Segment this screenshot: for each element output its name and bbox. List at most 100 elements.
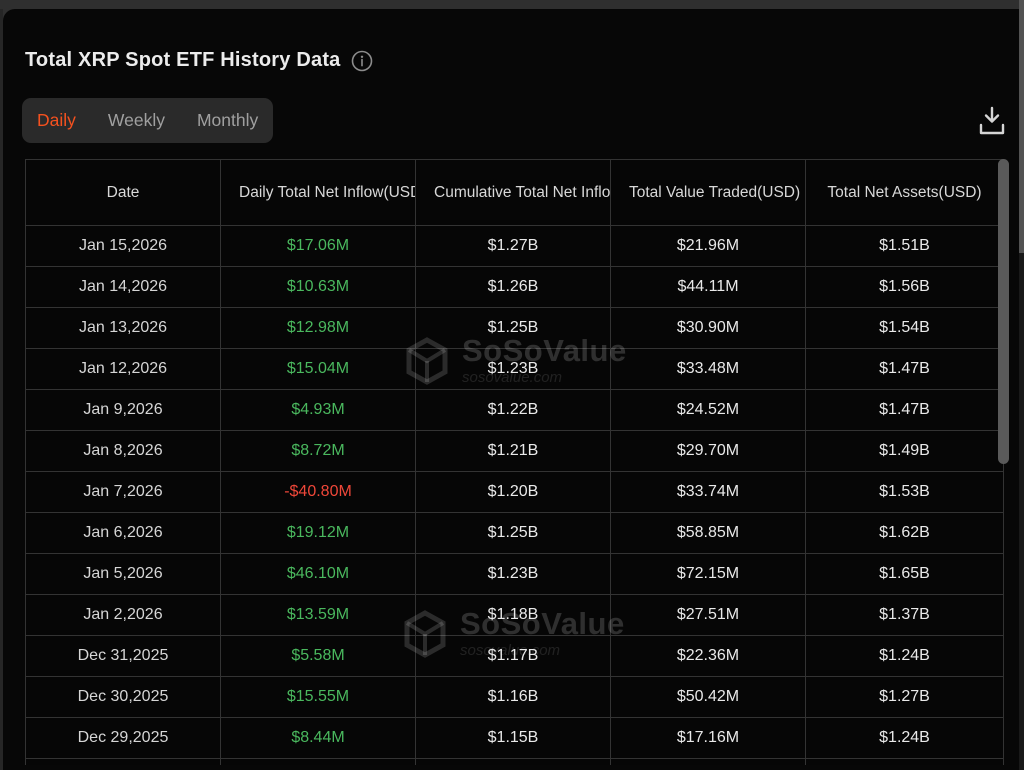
table-row: Jan 15,2026 $17.06M $1.27B $21.96M $1.51… — [25, 225, 1004, 267]
cell-value-traded: $44.11M — [610, 266, 806, 308]
table-row: Jan 2,2026 $13.59M $1.18B $27.51M $1.37B — [25, 594, 1004, 636]
cell-value-traded: $72.15M — [610, 553, 806, 595]
cell-date: Dec 31,2025 — [25, 635, 221, 677]
cell-daily-inflow: $5.58M — [220, 635, 416, 677]
column-header-net-assets: Total Net Assets(USD) — [805, 159, 1004, 226]
tab-weekly[interactable]: Weekly — [108, 98, 165, 143]
cell-date: Jan 6,2026 — [25, 512, 221, 554]
cell-daily-inflow: $46.10M — [220, 553, 416, 595]
tab-monthly[interactable]: Monthly — [197, 98, 258, 143]
cell-daily-inflow: $15.55M — [220, 676, 416, 718]
window-scrollbar-thumb[interactable] — [1019, 0, 1024, 253]
cell-value-traded: $58.85M — [610, 512, 806, 554]
cell-date: Dec 30,2025 — [25, 676, 221, 718]
cell-value-traded: $50.42M — [610, 676, 806, 718]
table-row: Jan 7,2026 -$40.80M $1.20B $33.74M $1.53… — [25, 471, 1004, 513]
table-row: Dec 31,2025 $5.58M $1.17B $22.36M $1.24B — [25, 635, 1004, 677]
column-header-daily-inflow: Daily Total Net Inflow(USD) — [220, 159, 416, 226]
cell-net-assets: $1.49B — [805, 430, 1004, 472]
cell-cumulative-inflow: $1.17B — [415, 635, 611, 677]
cell-net-assets: $1.54B — [805, 307, 1004, 349]
cell-daily-inflow: $12.98M — [220, 307, 416, 349]
table-row: Jan 13,2026 $12.98M $1.25B $30.90M $1.54… — [25, 307, 1004, 349]
cell-cumulative-inflow: $1.23B — [415, 553, 611, 595]
cell-value-traded: $21.96M — [610, 225, 806, 267]
cell-net-assets: $1.37B — [805, 594, 1004, 636]
table-row: Jan 14,2026 $10.63M $1.26B $44.11M $1.56… — [25, 266, 1004, 308]
table-row-partial — [25, 758, 1004, 765]
cell-date: Dec 29,2025 — [25, 717, 221, 759]
cell-net-assets: $1.47B — [805, 389, 1004, 431]
cell-daily-inflow: $19.12M — [220, 512, 416, 554]
table-header-row: Date Daily Total Net Inflow(USD) Cumulat… — [25, 159, 1004, 226]
cell-net-assets: $1.62B — [805, 512, 1004, 554]
interval-tab-group: Daily Weekly Monthly — [22, 98, 274, 143]
cell-value-traded: $24.52M — [610, 389, 806, 431]
cell-cumulative-inflow: $1.20B — [415, 471, 611, 513]
card-header: Total XRP Spot ETF History Data — [25, 49, 373, 72]
table-row: Dec 29,2025 $8.44M $1.15B $17.16M $1.24B — [25, 717, 1004, 759]
cell-date: Jan 15,2026 — [25, 225, 221, 267]
cell-value-traded: $33.74M — [610, 471, 806, 513]
cell-daily-inflow: $4.93M — [220, 389, 416, 431]
cell-cumulative-inflow: $1.26B — [415, 266, 611, 308]
cell-net-assets: $1.56B — [805, 266, 1004, 308]
cell-net-assets: $1.24B — [805, 635, 1004, 677]
cell-net-assets: $1.51B — [805, 225, 1004, 267]
cell-date: Jan 7,2026 — [25, 471, 221, 513]
cell-date: Jan 14,2026 — [25, 266, 221, 308]
table-row: Jan 12,2026 $15.04M $1.23B $33.48M $1.47… — [25, 348, 1004, 390]
cell-daily-inflow: $15.04M — [220, 348, 416, 390]
table-row: Jan 9,2026 $4.93M $1.22B $24.52M $1.47B — [25, 389, 1004, 431]
cell-date: Jan 12,2026 — [25, 348, 221, 390]
cell-cumulative-inflow: $1.21B — [415, 430, 611, 472]
cell-daily-inflow: $17.06M — [220, 225, 416, 267]
info-icon[interactable] — [351, 50, 373, 72]
page-title: Total XRP Spot ETF History Data — [25, 49, 341, 71]
cell-daily-inflow: $8.72M — [220, 430, 416, 472]
cell-date: Jan 2,2026 — [25, 594, 221, 636]
table-row: Jan 8,2026 $8.72M $1.21B $29.70M $1.49B — [25, 430, 1004, 472]
table-scrollbar-thumb[interactable] — [998, 159, 1009, 464]
cell-net-assets: $1.53B — [805, 471, 1004, 513]
cell-date: Jan 13,2026 — [25, 307, 221, 349]
window-top-edge — [0, 0, 1024, 9]
tab-daily[interactable]: Daily — [37, 98, 76, 143]
cell-date: Jan 5,2026 — [25, 553, 221, 595]
cell-date: Jan 8,2026 — [25, 430, 221, 472]
cell-value-traded: $29.70M — [610, 430, 806, 472]
window-left-edge — [0, 9, 3, 770]
column-header-value-traded: Total Value Traded(USD) — [610, 159, 806, 226]
cell-daily-inflow: $13.59M — [220, 594, 416, 636]
cell-cumulative-inflow: $1.15B — [415, 717, 611, 759]
column-header-date: Date — [25, 159, 221, 226]
cell-net-assets: $1.47B — [805, 348, 1004, 390]
download-button[interactable] — [974, 103, 1010, 139]
etf-history-card: Total XRP Spot ETF History Data Daily We… — [3, 9, 1019, 770]
cell-date: Jan 9,2026 — [25, 389, 221, 431]
cell-net-assets: $1.27B — [805, 676, 1004, 718]
cell-cumulative-inflow: $1.25B — [415, 512, 611, 554]
cell-net-assets: $1.24B — [805, 717, 1004, 759]
cell-cumulative-inflow: $1.25B — [415, 307, 611, 349]
cell-cumulative-inflow: $1.16B — [415, 676, 611, 718]
table-row: Dec 30,2025 $15.55M $1.16B $50.42M $1.27… — [25, 676, 1004, 718]
cell-cumulative-inflow: $1.22B — [415, 389, 611, 431]
cell-value-traded: $17.16M — [610, 717, 806, 759]
download-icon — [979, 106, 1005, 135]
cell-daily-inflow: -$40.80M — [220, 471, 416, 513]
cell-cumulative-inflow: $1.23B — [415, 348, 611, 390]
cell-value-traded: $27.51M — [610, 594, 806, 636]
cell-value-traded: $30.90M — [610, 307, 806, 349]
table-row: Jan 6,2026 $19.12M $1.25B $58.85M $1.62B — [25, 512, 1004, 554]
cell-cumulative-inflow: $1.18B — [415, 594, 611, 636]
cell-cumulative-inflow: $1.27B — [415, 225, 611, 267]
window-scrollbar[interactable] — [1019, 0, 1024, 770]
cell-value-traded: $22.36M — [610, 635, 806, 677]
table-row: Jan 5,2026 $46.10M $1.23B $72.15M $1.65B — [25, 553, 1004, 595]
cell-net-assets: $1.65B — [805, 553, 1004, 595]
cell-daily-inflow: $10.63M — [220, 266, 416, 308]
column-header-cumulative-inflow: Cumulative Total Net Inflow(USD) — [415, 159, 611, 226]
cell-value-traded: $33.48M — [610, 348, 806, 390]
